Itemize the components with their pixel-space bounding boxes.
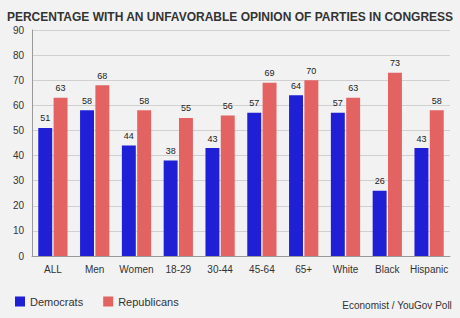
svg-text:50: 50 (13, 125, 25, 136)
svg-text:Women: Women (119, 264, 153, 275)
svg-text:ALL: ALL (44, 264, 62, 275)
svg-text:68: 68 (97, 71, 107, 81)
svg-text:70: 70 (13, 75, 25, 86)
svg-text:58: 58 (432, 96, 442, 106)
svg-text:73: 73 (390, 58, 400, 68)
svg-text:51: 51 (40, 113, 50, 123)
svg-text:White: White (333, 264, 359, 275)
svg-text:69: 69 (265, 68, 275, 78)
svg-text:56: 56 (223, 101, 233, 111)
svg-text:Men: Men (85, 264, 104, 275)
svg-text:45-64: 45-64 (249, 264, 275, 275)
svg-text:10: 10 (13, 225, 25, 236)
svg-text:30-44: 30-44 (207, 264, 233, 275)
svg-text:58: 58 (139, 96, 149, 106)
svg-text:43: 43 (416, 134, 426, 144)
svg-text:64: 64 (291, 81, 301, 91)
svg-text:57: 57 (333, 98, 343, 108)
svg-text:PERCENTAGE WITH AN UNFAVORABLE: PERCENTAGE WITH AN UNFAVORABLE OPINION O… (7, 10, 453, 24)
svg-text:26: 26 (375, 176, 385, 186)
svg-text:43: 43 (207, 134, 217, 144)
svg-text:63: 63 (348, 83, 358, 93)
svg-text:18-29: 18-29 (166, 264, 192, 275)
svg-text:70: 70 (306, 66, 316, 76)
svg-text:Democrats: Democrats (30, 296, 84, 308)
svg-text:40: 40 (13, 150, 25, 161)
svg-text:65+: 65+ (295, 264, 312, 275)
svg-text:Economist / YouGov Poll: Economist / YouGov Poll (342, 300, 452, 311)
svg-text:38: 38 (166, 146, 176, 156)
svg-text:44: 44 (124, 131, 134, 141)
svg-text:80: 80 (13, 50, 25, 61)
svg-text:58: 58 (82, 96, 92, 106)
svg-text:20: 20 (13, 200, 25, 211)
svg-text:Black: Black (375, 264, 400, 275)
svg-text:55: 55 (181, 103, 191, 113)
svg-text:63: 63 (56, 83, 66, 93)
svg-text:30: 30 (13, 175, 25, 186)
svg-text:0: 0 (18, 251, 24, 262)
svg-text:90: 90 (13, 25, 25, 36)
svg-text:Republicans: Republicans (118, 296, 179, 308)
svg-text:Hispanic: Hispanic (410, 264, 448, 275)
svg-text:57: 57 (249, 98, 259, 108)
svg-text:60: 60 (13, 100, 25, 111)
